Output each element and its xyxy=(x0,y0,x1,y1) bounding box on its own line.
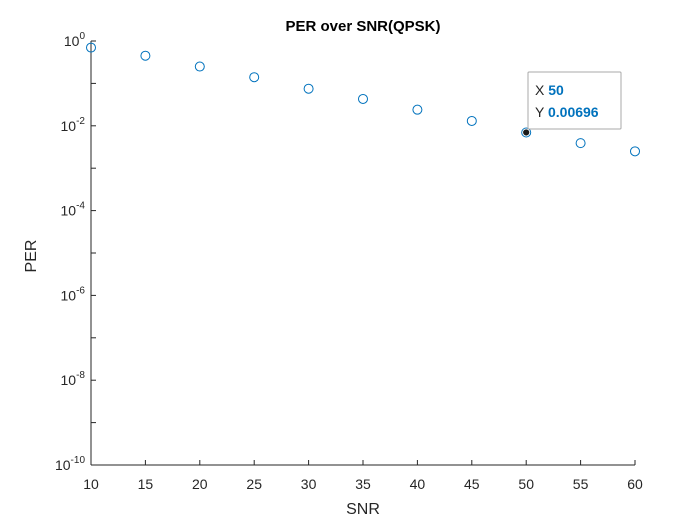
y-tick-label: 10-6 xyxy=(61,285,86,303)
x-tick-label: 20 xyxy=(192,476,208,492)
x-tick-label: 30 xyxy=(301,476,317,492)
data-point[interactable] xyxy=(303,83,314,94)
data-point[interactable] xyxy=(630,146,640,157)
data-point[interactable] xyxy=(140,50,151,61)
data-point[interactable] xyxy=(466,115,477,126)
datatip[interactable]: X 50 Y 0.00696 xyxy=(522,71,622,137)
x-tick-label: 15 xyxy=(138,476,154,492)
data-point[interactable] xyxy=(521,127,532,138)
x-tick-label: 10 xyxy=(83,476,99,492)
y-tick-label: 100 xyxy=(64,31,86,49)
x-tick-label: 45 xyxy=(464,476,480,492)
y-tick-label: 10-10 xyxy=(55,455,85,473)
data-point[interactable] xyxy=(412,104,423,115)
y-tick-label: 10-4 xyxy=(61,201,86,219)
y-tick-label: 10-2 xyxy=(61,116,86,134)
data-points xyxy=(86,42,640,157)
x-tick-label: 35 xyxy=(355,476,371,492)
x-ticks: 10 15 20 25 30 35 40 45 50 55 60 xyxy=(83,460,643,492)
chart-title: PER over SNR(QPSK) xyxy=(285,18,440,35)
x-tick-label: 50 xyxy=(518,476,534,492)
y-ticks: 100 10-2 10-4 10-6 10-8 10-10 xyxy=(55,31,96,473)
datatip-box xyxy=(527,71,622,130)
data-point[interactable] xyxy=(249,72,260,83)
y-tick-label: 10-8 xyxy=(61,370,86,388)
datatip-marker xyxy=(522,128,531,137)
data-point[interactable] xyxy=(358,93,368,104)
datatip-y-row: Y 0.00696 xyxy=(535,104,599,120)
data-point[interactable] xyxy=(575,138,586,149)
x-axis-label: SNR xyxy=(346,501,380,518)
x-tick-label: 55 xyxy=(573,476,589,492)
x-tick-label: 60 xyxy=(627,476,643,492)
datatip-x-row: X 50 xyxy=(535,82,564,98)
x-tick-label: 40 xyxy=(410,476,426,492)
data-point[interactable] xyxy=(194,61,205,72)
y-axis-label: PER xyxy=(23,240,40,273)
data-point[interactable] xyxy=(86,42,96,53)
x-tick-label: 25 xyxy=(246,476,262,492)
